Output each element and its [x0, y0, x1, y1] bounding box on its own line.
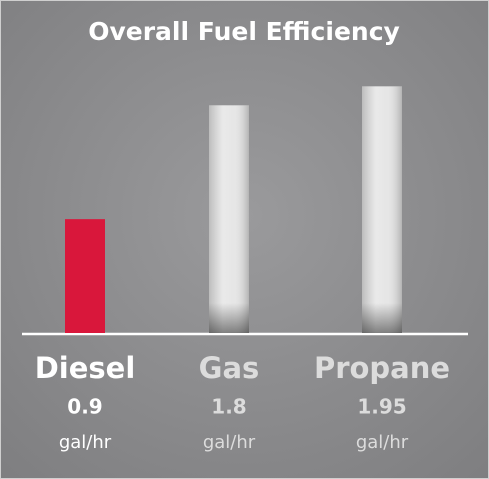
bar [65, 219, 105, 333]
bar-foot-shadow [209, 303, 249, 333]
unit-label: gal/hr [356, 432, 409, 453]
category-label: Propane [314, 351, 450, 385]
chart-title: Overall Fuel Efficiency [88, 17, 400, 46]
bar-shading [362, 86, 402, 333]
category-label: Diesel [35, 351, 136, 385]
value-label: 0.9 [67, 395, 102, 419]
unit-label: gal/hr [59, 432, 112, 453]
unit-label: gal/hr [203, 432, 256, 453]
bar-shading [209, 105, 249, 333]
bar-foot-shadow [362, 303, 402, 333]
value-label: 1.95 [357, 395, 406, 419]
category-label: Gas [199, 351, 260, 385]
value-label: 1.8 [211, 395, 246, 419]
